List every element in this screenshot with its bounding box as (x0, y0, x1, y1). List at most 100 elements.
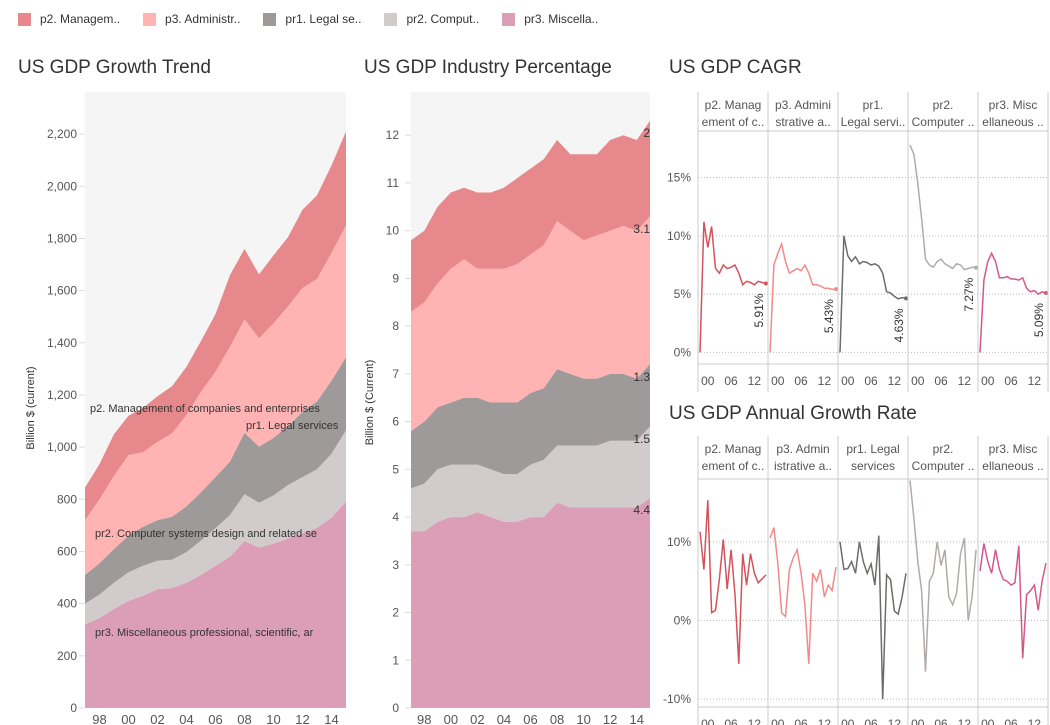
growth-area-pr2 (85, 430, 346, 625)
growth-y-tick-label: 2,200 (47, 127, 77, 141)
annual-x-tick-label: 06 (794, 717, 808, 725)
pct-y-tick-label: 12 (386, 128, 400, 142)
pct-x-tick-label: 02 (470, 712, 484, 725)
growth-x-tick-label: 98 (92, 712, 106, 725)
pct-area-pr1 (411, 364, 650, 489)
pct-end-label: 4.4 (633, 503, 650, 517)
annual-x-tick-label: 00 (771, 717, 785, 725)
pct-x-tick-label: 04 (497, 712, 511, 725)
legend-item-pr2-computer[interactable]: pr2. Comput.. (384, 12, 479, 26)
growth-x-tick-label: 02 (150, 712, 164, 725)
growth-y-tick-label: 1,600 (47, 284, 77, 298)
pct-x-tick-label: 00 (444, 712, 458, 725)
pct-y-tick-label: 3 (392, 558, 399, 572)
legend-swatch (263, 12, 277, 26)
growth-y-tick-label: 1,400 (47, 336, 77, 350)
annual-y-tick-label: -10% (663, 692, 691, 706)
cagr-x-tick-label: 06 (724, 374, 738, 388)
annual-x-tick-label: 06 (934, 717, 948, 725)
cagr-y-tick-label: 10% (667, 229, 691, 243)
annual-line-0 (699, 500, 767, 664)
cagr-end-marker (834, 287, 838, 292)
growth-y-tick-label: 0 (70, 701, 77, 715)
growth-y-tick-label: 1,200 (47, 388, 77, 402)
annual-panel-header: pr2. (933, 442, 954, 456)
pct-x-tick-label: 14 (629, 712, 643, 725)
pct-end-label: 1.5 (633, 432, 650, 446)
cagr-title: US GDP CAGR (669, 57, 802, 78)
annual-x-tick-label: 06 (1004, 717, 1018, 725)
pct-y-tick-label: 7 (392, 367, 399, 381)
growth-y-tick-label: 1,800 (47, 231, 77, 245)
annual-panel-header: pr1. Legal (846, 442, 899, 456)
growth-x-tick-label: 06 (208, 712, 222, 725)
annual-x-tick-label: 12 (818, 717, 832, 725)
cagr-panel-header: pr3. Misc (989, 98, 1038, 112)
legend-swatch (384, 12, 398, 26)
annual-x-tick-label: 00 (911, 717, 925, 725)
pct-end-label: 3.1 (633, 222, 650, 236)
annual-y-tick-label: 10% (667, 535, 691, 549)
growth-area-pr3 (85, 501, 346, 708)
growth-x-tick-label: 14 (324, 712, 338, 725)
growth-x-tick-label: 04 (179, 712, 193, 725)
cagr-line-2 (839, 235, 907, 353)
pct-y-tick-label: 4 (392, 510, 399, 524)
annual-panel-header: p2. Manag (705, 442, 762, 456)
legend-item-pr3-miscellaneous[interactable]: pr3. Miscella.. (502, 12, 598, 26)
growth-y-axis-label: Billion $ (current) (25, 366, 37, 449)
legend-item-p2-management[interactable]: p2. Managem.. (18, 12, 120, 26)
growth-series-label: pr3. Miscellaneous professional, scienti… (95, 627, 314, 639)
pct-y-tick-label: 1 (392, 653, 399, 667)
annual-panel-header: p3. Admin (776, 442, 829, 456)
legend-label: p3. Administr.. (165, 12, 241, 26)
pct-area-p2 (411, 120, 650, 312)
pct-area-p3 (411, 216, 650, 432)
growth-area-pr1 (85, 357, 346, 604)
cagr-end-label: 7.27% (962, 277, 976, 311)
cagr-x-tick-label: 12 (1028, 374, 1042, 388)
legend-item-p3-administrative[interactable]: p3. Administr.. (143, 12, 240, 26)
annual-line-4 (979, 543, 1047, 659)
annual-x-tick-label: 06 (724, 717, 738, 725)
pct-x-tick-label: 98 (417, 712, 431, 725)
pct-end-label: 2 (643, 126, 650, 140)
cagr-line-4 (979, 251, 1047, 353)
annual-panel-header: pr3. Misc (989, 442, 1038, 456)
annual-line-3 (909, 480, 977, 672)
cagr-panel-header: p2. Manag (705, 98, 762, 112)
pct-area-pr2 (411, 426, 650, 532)
annual-y-tick-label: 0% (674, 614, 692, 628)
cagr-y-tick-label: 0% (674, 345, 692, 359)
annual-growth-title: US GDP Annual Growth Rate (669, 403, 917, 424)
pct-y-tick-label: 0 (392, 701, 399, 715)
growth-x-tick-label: 00 (121, 712, 135, 725)
cagr-panel-header: ellaneous .. (982, 115, 1043, 129)
growth-y-tick-label: 1,000 (47, 440, 77, 454)
annual-line-2 (839, 535, 907, 700)
growth-series-label: pr1. Legal services (246, 420, 339, 432)
pct-y-tick-label: 8 (392, 319, 399, 333)
cagr-end-marker (1044, 291, 1048, 296)
annual-panel-header: istrative a.. (774, 459, 832, 473)
pct-y-tick-label: 5 (392, 462, 399, 476)
cagr-line-3 (909, 144, 977, 271)
pct-x-tick-label: 06 (523, 712, 537, 725)
legend-item-pr1-legal[interactable]: pr1. Legal se.. (263, 12, 361, 26)
annual-x-tick-label: 06 (864, 717, 878, 725)
cagr-x-tick-label: 06 (794, 374, 808, 388)
cagr-panel-header: Legal servi.. (841, 115, 906, 129)
annual-panel-header: Computer .. (912, 459, 975, 473)
cagr-x-tick-label: 12 (888, 374, 902, 388)
cagr-x-tick-label: 00 (841, 374, 855, 388)
pct-y-tick-label: 11 (387, 176, 400, 190)
annual-line-1 (769, 527, 837, 664)
annual-panel-header: ellaneous .. (982, 459, 1043, 473)
cagr-x-tick-label: 00 (771, 374, 785, 388)
cagr-x-tick-label: 06 (864, 374, 878, 388)
growth-y-tick-label: 800 (57, 492, 77, 506)
cagr-panel-header: pr1. (863, 98, 884, 112)
growth-area-p2 (85, 131, 346, 521)
cagr-line-0 (699, 221, 767, 353)
